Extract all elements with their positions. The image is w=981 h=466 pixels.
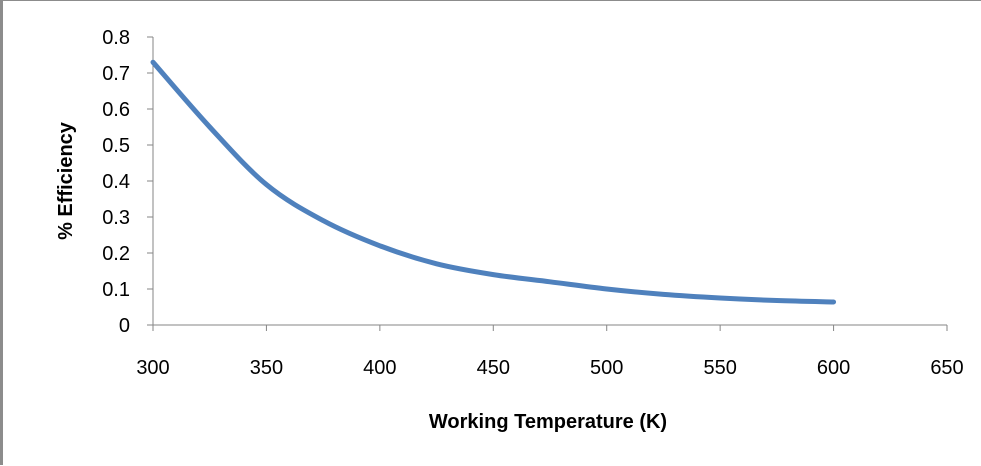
- x-tick-label: 650: [930, 357, 963, 379]
- y-tick-label: 0.4: [102, 171, 130, 193]
- x-tick-label: 500: [590, 357, 623, 379]
- x-tick-label: 400: [363, 357, 396, 379]
- x-tick-label: 300: [136, 357, 169, 379]
- y-tick-label: 0.3: [102, 207, 130, 229]
- x-axis-title: Working Temperature (K): [429, 411, 667, 433]
- y-tick-label: 0.2: [102, 243, 130, 265]
- x-tick-label: 450: [477, 357, 510, 379]
- y-tick-labels: 0 0.1 0.2 0.3 0.4 0.5 0.6 0.7 0.8: [102, 27, 153, 337]
- x-tick-labels: 300 350 400 450 500 550 600 650: [136, 325, 964, 379]
- y-axis-title: % Efficiency: [55, 121, 77, 240]
- y-tick-label: 0: [119, 315, 130, 337]
- x-tick-label: 600: [817, 357, 850, 379]
- x-tick-label: 550: [703, 357, 736, 379]
- y-tick-label: 0.7: [102, 63, 130, 85]
- series-layer: [150, 59, 837, 305]
- line-chart: 0 0.1 0.2 0.3 0.4 0.5 0.6 0.7 0.8 300 350 400 450 50…: [55, 27, 964, 433]
- y-tick-label: 0.8: [102, 27, 130, 49]
- y-tick-label: 0.1: [102, 279, 130, 301]
- y-tick-label: 0.6: [102, 99, 130, 121]
- series-line: [150, 59, 837, 305]
- x-tick-label: 350: [250, 357, 283, 379]
- y-tick-label: 0.5: [102, 135, 130, 157]
